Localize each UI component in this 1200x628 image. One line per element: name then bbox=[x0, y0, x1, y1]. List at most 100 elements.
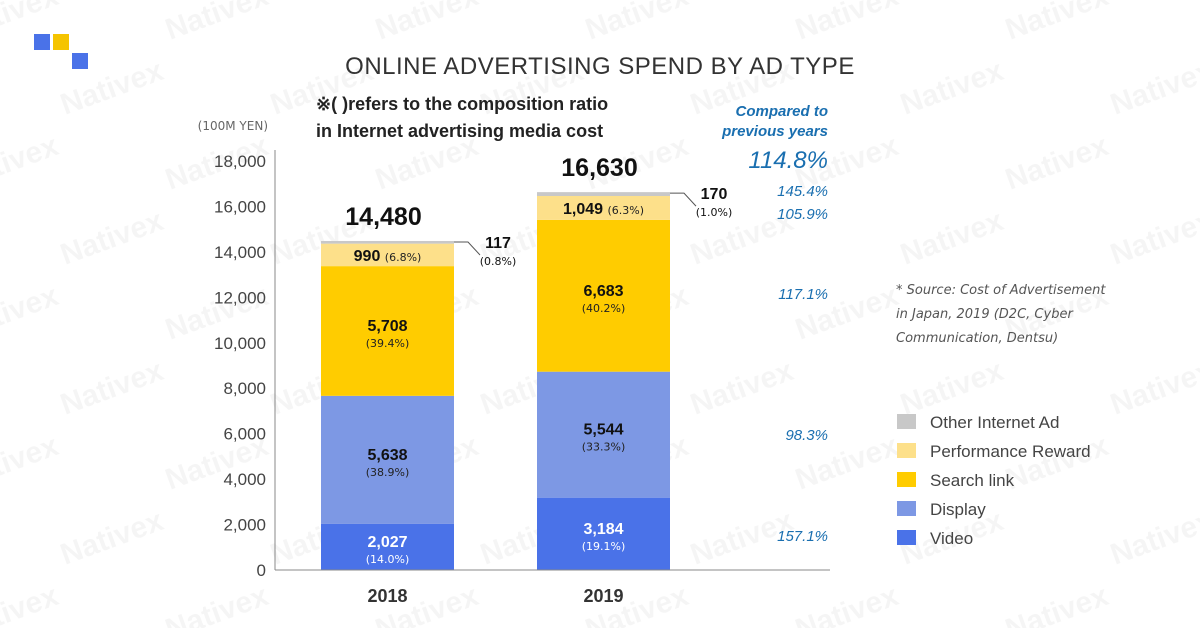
watermark-text: Nativex bbox=[896, 204, 1008, 272]
y-tick-label: 8,000 bbox=[223, 379, 266, 398]
watermark-text: Nativex bbox=[161, 0, 273, 47]
legend-swatch-display bbox=[897, 501, 916, 516]
bar-segment-display-2018 bbox=[321, 395, 454, 524]
bars-layer bbox=[321, 192, 670, 570]
watermark-text: Nativex bbox=[56, 54, 168, 122]
y-tick-label: 14,000 bbox=[214, 243, 266, 262]
watermark-text: Nativex bbox=[371, 0, 483, 47]
bar-segment-video-2019 bbox=[537, 497, 670, 570]
legend-label-display: Display bbox=[930, 500, 986, 519]
x-tick-label: 2019 bbox=[583, 586, 623, 606]
legend-swatch-search-link bbox=[897, 472, 916, 487]
y-tick-label: 12,000 bbox=[214, 288, 266, 307]
bar-segment-search-link-2019 bbox=[537, 219, 670, 372]
y-tick-label: 18,000 bbox=[214, 152, 266, 171]
note-line-1: ※( )refers to the composition ratio bbox=[316, 94, 608, 114]
segment-value-video-2018: 2,027 bbox=[367, 534, 407, 551]
source-line-3: Communication, Dentsu) bbox=[896, 331, 1058, 346]
watermark-text: Nativex bbox=[1106, 54, 1200, 122]
segment-value-display-2018: 5,638 bbox=[367, 447, 407, 464]
brand-logo bbox=[34, 34, 94, 74]
watermark-text: Nativex bbox=[56, 504, 168, 572]
comparison-heading-2: previous years bbox=[721, 123, 828, 140]
segment-percent-display-2019: (33.3%) bbox=[582, 441, 626, 454]
segment-percent-search-link-2018: (39.4%) bbox=[366, 337, 410, 350]
legend-swatch-other-internet-ad bbox=[897, 414, 916, 429]
watermark-text: Nativex bbox=[686, 354, 798, 422]
watermark-text: Nativex bbox=[161, 579, 273, 628]
callout-value-other-2019: 170 bbox=[701, 186, 728, 203]
watermark-text: Nativex bbox=[56, 354, 168, 422]
legend-label-other-internet-ad: Other Internet Ad bbox=[930, 413, 1059, 432]
callout-percent-other-2019: (1.0%) bbox=[696, 206, 733, 219]
comparison-column: Compared to previous years 114.8% 145.4%… bbox=[721, 103, 828, 545]
legend-swatch-video bbox=[897, 530, 916, 545]
segment-label-performance-reward-2019: 1,049 (6.3%) bbox=[563, 201, 644, 218]
segment-value: 990 bbox=[354, 248, 385, 265]
watermark-text: Nativex bbox=[0, 429, 63, 497]
legend-label-search-link: Search link bbox=[930, 471, 1015, 490]
bar-total-2018: 14,480 bbox=[345, 203, 421, 231]
source-note: * Source: Cost of Advertisement in Japan… bbox=[896, 283, 1106, 346]
segment-value-search-link-2018: 5,708 bbox=[367, 318, 407, 335]
watermark-text: Nativex bbox=[0, 129, 63, 197]
callout-line-2018 bbox=[454, 241, 481, 256]
bar-segment-other-internet-ad-2019 bbox=[537, 192, 670, 196]
watermark-text: Nativex bbox=[0, 579, 63, 628]
callout-line-2019 bbox=[670, 192, 697, 207]
watermark-text: Nativex bbox=[896, 354, 1008, 422]
logo-square-yellow bbox=[53, 34, 69, 50]
bar-segment-display-2019 bbox=[537, 371, 670, 498]
segment-percent: (6.3%) bbox=[607, 204, 644, 217]
y-tick-label: 2,000 bbox=[223, 516, 266, 535]
legend-swatch-performance-reward bbox=[897, 443, 916, 458]
bar-segment-performance-reward-2019 bbox=[537, 195, 670, 220]
comparison-other-internet-ad: 145.4% bbox=[777, 183, 828, 200]
segment-label-performance-reward-2018: 990 (6.8%) bbox=[354, 248, 422, 265]
segment-percent-video-2018: (14.0%) bbox=[366, 553, 410, 566]
comparison-display: 98.3% bbox=[785, 427, 828, 444]
y-tick-label: 16,000 bbox=[214, 197, 266, 216]
segment-percent-search-link-2019: (40.2%) bbox=[582, 302, 626, 315]
bar-segment-video-2018 bbox=[321, 523, 454, 570]
chart-title: ONLINE ADVERTISING SPEND BY AD TYPE bbox=[345, 53, 855, 80]
x-tick-label: 2018 bbox=[367, 586, 407, 606]
comparison-heading-1: Compared to bbox=[735, 103, 828, 120]
watermark-text: Nativex bbox=[896, 54, 1008, 122]
bar-segment-performance-reward-2018 bbox=[321, 243, 454, 267]
comparison-performance-reward: 105.9% bbox=[777, 206, 828, 223]
y-axis-unit: (100M YEN) bbox=[198, 119, 268, 133]
comparison-total: 114.8% bbox=[748, 147, 828, 174]
watermark-text: Nativex bbox=[1106, 504, 1200, 572]
watermark-text: Nativex bbox=[1001, 0, 1113, 47]
logo-square-blue-lower bbox=[72, 53, 88, 69]
y-tick-label: 4,000 bbox=[223, 470, 266, 489]
callout-value-other-2018: 117 bbox=[485, 235, 511, 252]
watermark-text: Nativex bbox=[0, 0, 63, 47]
bar-total-2019: 16,630 bbox=[561, 154, 637, 182]
watermark-text: Nativex bbox=[1106, 204, 1200, 272]
callout-percent-other-2018: (0.8%) bbox=[480, 255, 517, 268]
segment-percent: (6.8%) bbox=[385, 251, 422, 264]
y-tick-label: 6,000 bbox=[223, 425, 266, 444]
watermark-text: Nativex bbox=[791, 0, 903, 47]
watermark-text: Nativex bbox=[581, 0, 693, 47]
comparison-video: 157.1% bbox=[777, 528, 828, 545]
watermark-text: Nativex bbox=[791, 579, 903, 628]
legend: Other Internet Ad Performance Reward Searc… bbox=[897, 413, 1091, 548]
source-line-1: * Source: Cost of Advertisement bbox=[896, 283, 1106, 298]
labels-layer: 2,027 (14.0%) 5,638 (38.9%) 5,708 (39.4%) 990 … bbox=[345, 154, 732, 606]
bar-segment-search-link-2018 bbox=[321, 266, 454, 396]
watermark-text: Nativex bbox=[1106, 354, 1200, 422]
bar-segment-other-internet-ad-2018 bbox=[321, 240, 454, 244]
logo-square-blue bbox=[34, 34, 50, 50]
watermark-text: Nativex bbox=[56, 204, 168, 272]
legend-label-video: Video bbox=[930, 529, 973, 548]
segment-value-video-2019: 3,184 bbox=[583, 521, 623, 538]
comparison-search-link: 117.1% bbox=[778, 286, 828, 303]
segment-percent-video-2019: (19.1%) bbox=[582, 540, 626, 553]
y-tick-label: 10,000 bbox=[214, 334, 266, 353]
note-line-2: in Internet advertising media cost bbox=[316, 121, 603, 141]
legend-label-performance-reward: Performance Reward bbox=[930, 442, 1091, 461]
